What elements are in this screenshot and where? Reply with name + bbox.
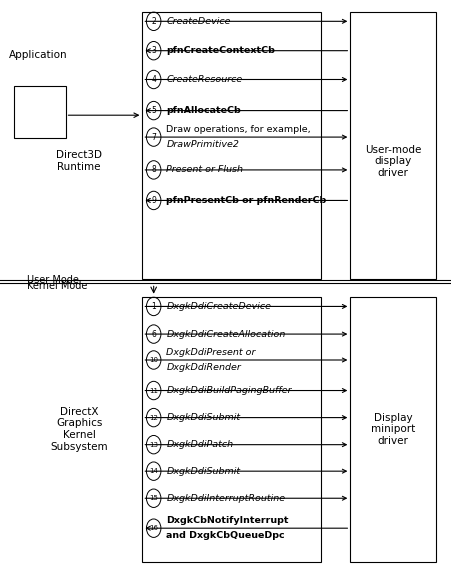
- Text: 14: 14: [149, 468, 158, 474]
- Text: 6: 6: [151, 329, 156, 339]
- Text: DxgkDdiSubmit: DxgkDdiSubmit: [166, 413, 240, 422]
- Text: DxgkDdiPresent or: DxgkDdiPresent or: [166, 348, 255, 357]
- Text: DxgkDdiSubmit: DxgkDdiSubmit: [166, 467, 240, 476]
- Text: DirectX
Graphics
Kernel
Subsystem: DirectX Graphics Kernel Subsystem: [50, 407, 108, 452]
- Text: 12: 12: [149, 415, 158, 420]
- Text: DrawPrimitive2: DrawPrimitive2: [166, 140, 239, 149]
- Text: Present or Flush: Present or Flush: [166, 165, 243, 175]
- Text: pfnAllocateCb: pfnAllocateCb: [166, 106, 240, 115]
- Text: 8: 8: [151, 165, 156, 175]
- Text: DxgkDdiInterruptRoutine: DxgkDdiInterruptRoutine: [166, 494, 285, 503]
- Text: Kernel Mode: Kernel Mode: [27, 281, 87, 291]
- Text: CreateResource: CreateResource: [166, 75, 242, 84]
- Text: DxgkDdiCreateAllocation: DxgkDdiCreateAllocation: [166, 329, 285, 339]
- Text: 9: 9: [151, 196, 156, 205]
- Text: User-mode
display
driver: User-mode display driver: [364, 145, 420, 178]
- Text: Direct3D
Runtime: Direct3D Runtime: [56, 150, 102, 172]
- Text: DxgkDdiPatch: DxgkDdiPatch: [166, 440, 233, 449]
- Text: DxgkCbNotifyInterrupt: DxgkCbNotifyInterrupt: [166, 516, 288, 525]
- Bar: [350, 297, 435, 562]
- Text: Application: Application: [9, 51, 68, 60]
- Bar: [142, 297, 320, 562]
- Bar: [350, 12, 435, 279]
- Text: pfnPresentCb or pfnRenderCb: pfnPresentCb or pfnRenderCb: [166, 196, 326, 205]
- Bar: [14, 86, 65, 138]
- Bar: [142, 12, 320, 279]
- Text: 2: 2: [151, 17, 156, 26]
- Text: CreateDevice: CreateDevice: [166, 17, 230, 26]
- Text: and DxgkCbQueueDpc: and DxgkCbQueueDpc: [166, 531, 284, 540]
- Text: Display
miniport
driver: Display miniport driver: [370, 412, 414, 446]
- Text: DxgkDdiCreateDevice: DxgkDdiCreateDevice: [166, 302, 271, 311]
- Text: 16: 16: [149, 525, 158, 531]
- Text: 5: 5: [151, 106, 156, 115]
- Text: DxgkDdiRender: DxgkDdiRender: [166, 363, 240, 372]
- Text: 3: 3: [151, 46, 156, 55]
- Text: 11: 11: [149, 388, 158, 393]
- Text: 15: 15: [149, 495, 158, 501]
- Text: 7: 7: [151, 132, 156, 142]
- Text: 1: 1: [151, 302, 156, 311]
- Text: 10: 10: [149, 357, 158, 363]
- Text: pfnCreateContextCb: pfnCreateContextCb: [166, 46, 275, 55]
- Text: DxgkDdiBuildPagingBuffer: DxgkDdiBuildPagingBuffer: [166, 386, 291, 395]
- Text: 13: 13: [149, 442, 158, 448]
- Text: User Mode: User Mode: [27, 275, 79, 285]
- Text: 4: 4: [151, 75, 156, 84]
- Text: Draw operations, for example,: Draw operations, for example,: [166, 125, 310, 134]
